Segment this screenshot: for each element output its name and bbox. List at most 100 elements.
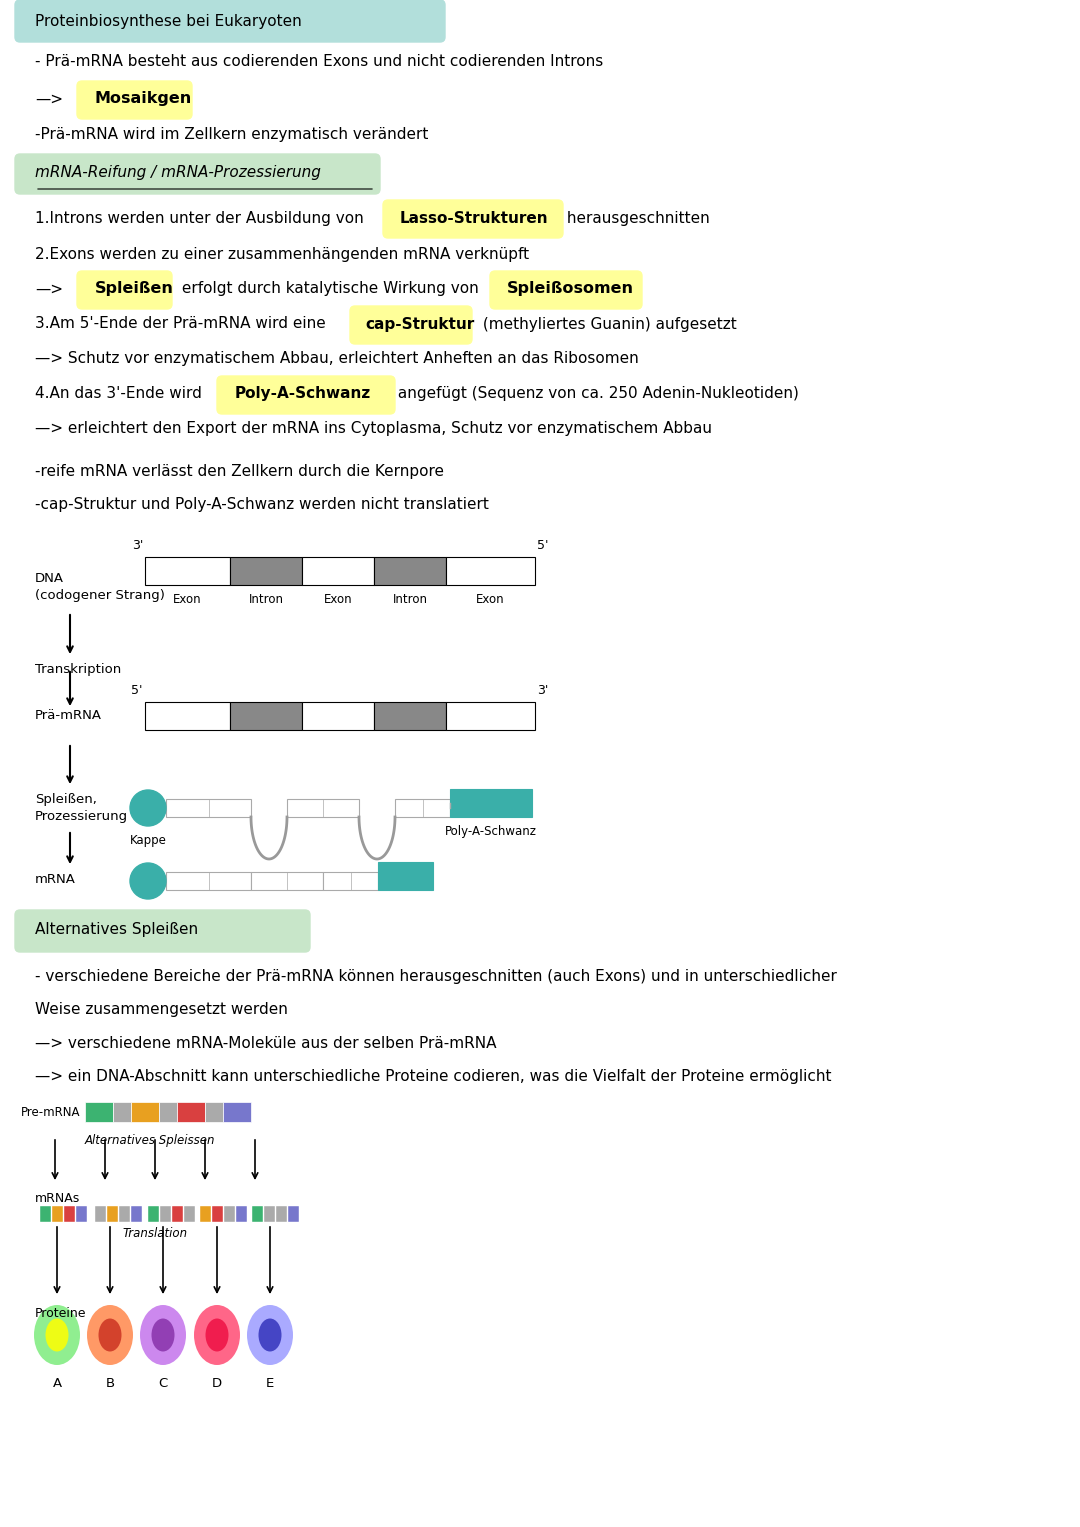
Bar [95,1206,106,1222]
Bar [395,799,450,817]
Bar [287,799,359,817]
Text: Exon: Exon [324,592,352,606]
Circle shape [130,789,166,826]
Text: 4.An das 3'-Ende wird: 4.An das 3'-Ende wird [35,386,206,402]
Text: Poly-A-Schwanz: Poly-A-Schwanz [235,386,372,402]
Bar [166,799,251,817]
Text: —> ein DNA-Abschnitt kann unterschiedliche Proteine codieren, was die Vielfalt d: —> ein DNA-Abschnitt kann unterschiedlic… [35,1069,832,1084]
Text: erfolgt durch katalytische Wirkung von: erfolgt durch katalytische Wirkung von [177,281,484,296]
FancyBboxPatch shape [490,270,642,308]
Bar [374,557,446,585]
Text: mRNA-Reifung / mRNA-Prozessierung: mRNA-Reifung / mRNA-Prozessierung [35,165,321,180]
Text: Poly-A-Schwanz: Poly-A-Schwanz [445,825,537,838]
Text: Spleißen,
Prozessierung: Spleißen, Prozessierung [35,793,129,823]
Bar [378,863,433,890]
Ellipse shape [247,1306,293,1365]
Text: 5': 5' [132,684,143,696]
Bar [302,557,374,585]
Bar [222,1102,251,1122]
Text: —> Schutz vor enzymatischem Abbau, erleichtert Anheften an das Ribosomen: —> Schutz vor enzymatischem Abbau, erlei… [35,351,638,366]
Text: Pre-mRNA: Pre-mRNA [21,1106,80,1118]
Text: B: B [106,1377,114,1390]
FancyBboxPatch shape [77,270,172,308]
Bar [288,1206,299,1222]
Bar [230,557,302,585]
Bar [205,1102,222,1122]
Text: Exon: Exon [173,592,202,606]
Text: -cap-Struktur und Poly-A-Schwanz werden nicht translatiert: -cap-Struktur und Poly-A-Schwanz werden … [35,498,489,513]
Bar [302,702,374,730]
Text: herausgeschnitten: herausgeschnitten [562,212,710,226]
Ellipse shape [258,1318,282,1351]
Text: Transkription: Transkription [35,663,121,676]
Text: Mosaikgen: Mosaikgen [95,92,192,107]
Text: -reife mRNA verlässt den Zellkern durch die Kernpore: -reife mRNA verlässt den Zellkern durch … [35,464,444,479]
Text: 3.Am 5'-Ende der Prä-mRNA wird eine: 3.Am 5'-Ende der Prä-mRNA wird eine [35,316,330,331]
Text: Spleißen: Spleißen [95,281,174,296]
Text: Prä-mRNA: Prä-mRNA [35,710,102,722]
Bar [184,1206,195,1222]
Text: Exon: Exon [476,592,504,606]
Text: Proteinbiosynthese bei Eukaryoten: Proteinbiosynthese bei Eukaryoten [35,14,301,29]
Bar [64,1206,75,1222]
Bar [40,1206,51,1222]
Ellipse shape [151,1318,175,1351]
Bar [251,872,323,890]
Text: DNA
(codogener Strang): DNA (codogener Strang) [35,573,165,602]
Bar [119,1206,130,1222]
Bar [145,702,230,730]
Bar [237,1206,247,1222]
FancyBboxPatch shape [15,0,445,43]
Ellipse shape [98,1318,122,1351]
Text: Spleißosomen: Spleißosomen [507,281,634,296]
FancyBboxPatch shape [77,81,192,119]
Ellipse shape [140,1306,186,1365]
Ellipse shape [33,1306,80,1365]
Text: 3': 3' [537,684,549,696]
Bar [177,1102,205,1122]
Bar [224,1206,235,1222]
Ellipse shape [87,1306,133,1365]
Bar [276,1206,287,1222]
Text: Intron: Intron [392,592,428,606]
Text: 1.Introns werden unter der Ausbildung von: 1.Introns werden unter der Ausbildung vo… [35,212,368,226]
Bar [159,1102,177,1122]
Text: —>: —> [35,281,63,296]
Text: - verschiedene Bereiche der Prä-mRNA können herausgeschnitten (auch Exons) und i: - verschiedene Bereiche der Prä-mRNA kön… [35,970,837,985]
Bar [107,1206,118,1222]
Text: mRNAs: mRNAs [35,1193,80,1205]
Bar [323,872,378,890]
Text: Weise zusammengesetzt werden: Weise zusammengesetzt werden [35,1003,288,1017]
Bar [172,1206,183,1222]
Bar [148,1206,159,1222]
FancyBboxPatch shape [350,305,472,344]
Text: mRNA: mRNA [35,873,76,886]
Text: E: E [266,1377,274,1390]
Text: - Prä-mRNA besteht aus codierenden Exons und nicht codierenden Introns: - Prä-mRNA besteht aus codierenden Exons… [35,55,604,70]
Text: (methyliertes Guanin) aufgesetzt: (methyliertes Guanin) aufgesetzt [478,316,737,331]
Bar [374,702,446,730]
FancyBboxPatch shape [217,376,395,414]
Text: D: D [212,1377,222,1390]
Text: A: A [53,1377,62,1390]
Ellipse shape [205,1318,229,1351]
Bar [230,702,302,730]
Bar [52,1206,63,1222]
Bar [76,1206,87,1222]
Bar [85,1102,113,1122]
Circle shape [130,863,166,899]
Bar [264,1206,275,1222]
Ellipse shape [194,1306,240,1365]
Bar [131,1102,159,1122]
Text: Intron: Intron [248,592,283,606]
Bar [446,557,535,585]
Bar [212,1206,222,1222]
Text: —>: —> [35,92,63,107]
Text: Kappe: Kappe [130,834,166,847]
Text: angefügt (Sequenz von ca. 250 Adenin-Nukleotiden): angefügt (Sequenz von ca. 250 Adenin-Nuk… [393,386,799,402]
Bar [446,702,535,730]
FancyBboxPatch shape [383,200,563,238]
Text: Alternatives Spleissen: Alternatives Spleissen [84,1135,215,1147]
Bar [166,872,251,890]
Text: C: C [159,1377,167,1390]
